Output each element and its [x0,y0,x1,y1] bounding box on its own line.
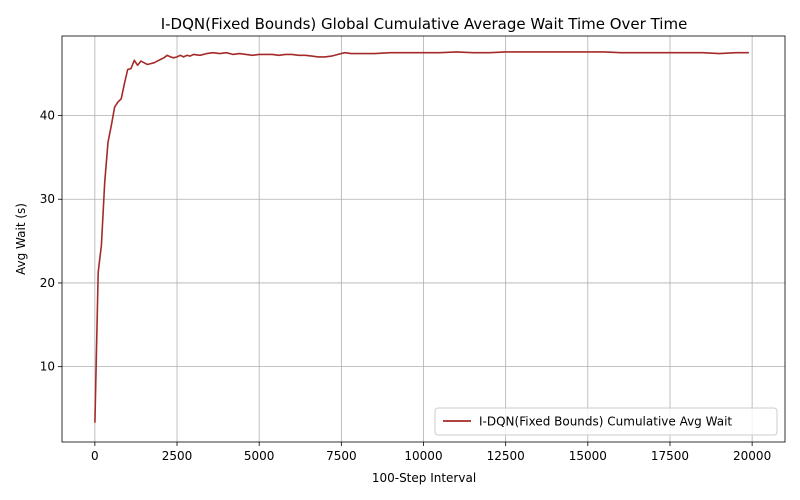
legend-label: I-DQN(Fixed Bounds) Cumulative Avg Wait [479,415,732,429]
legend: I-DQN(Fixed Bounds) Cumulative Avg Wait [434,407,778,436]
y-axis-label: Avg Wait (s) [14,203,28,275]
x-tick-label: 12500 [487,449,525,463]
y-tick-label: 20 [40,276,55,290]
y-tick-label: 30 [40,192,55,206]
y-tick-label: 40 [40,109,55,123]
x-tick-label: 0 [91,449,99,463]
grid [62,36,785,442]
x-tick-label: 7500 [326,449,357,463]
series-layer [94,51,749,423]
legend-box [434,407,778,436]
x-tick-label: 20000 [733,449,771,463]
x-tick-label: 15000 [569,449,607,463]
series-line [94,51,749,423]
x-axis-ticks: 0 2500 5000 7500 10000 12500 15000 17500 20000 [91,442,771,463]
x-tick-label: 10000 [404,449,442,463]
chart-title: I-DQN(Fixed Bounds) Global Cumulative Av… [161,15,688,33]
x-axis-label: 100-Step Interval [372,471,476,485]
x-tick-label: 5000 [244,449,275,463]
x-tick-label: 2500 [162,449,193,463]
y-axis-ticks: 10 20 30 40 [40,109,62,374]
x-tick-label: 17500 [651,449,689,463]
y-tick-label: 10 [40,360,55,374]
